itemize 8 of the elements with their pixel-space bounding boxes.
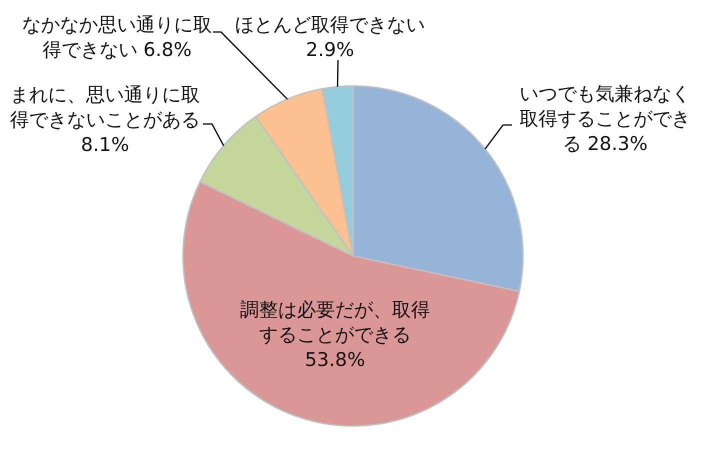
slice-label: まれに、思い通りに取得できないことがある xyxy=(10,84,200,131)
data-label: 53.8% xyxy=(304,349,366,371)
data-label: 8.1% xyxy=(80,134,130,156)
data-label: 2.9% xyxy=(306,39,354,61)
slice-label: 調整は必要だが、取得することができる xyxy=(240,299,430,346)
slice-label: ほとんど取得できない xyxy=(235,14,425,36)
slice-label: いつでも気兼ねなく取得することができる 28.3% xyxy=(520,83,690,155)
slice-label: なかなか思い通りに取得できない 6.8% xyxy=(22,14,212,61)
